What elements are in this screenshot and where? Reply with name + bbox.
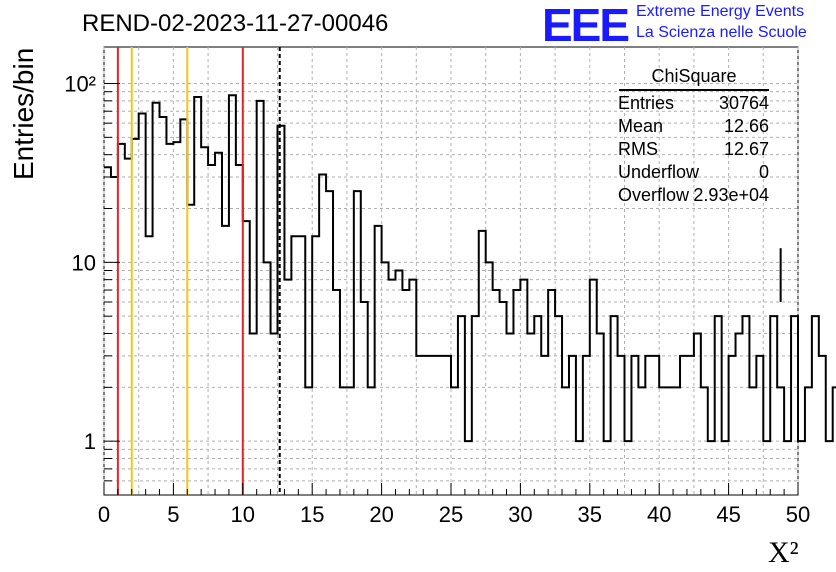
stats-title: ChiSquare [619,66,769,91]
histogram-series [104,94,836,443]
x-tick-label: 45 [716,502,740,527]
x-tick-label: 0 [98,502,110,527]
y-axis-label: Entries/bin [8,47,39,180]
y-tick-label: 1 [84,429,96,454]
x-tick-label: 35 [578,502,602,527]
stats-value: 12.67 [723,139,769,159]
stats-value: 2.93e+04 [693,185,769,205]
x-tick-label: 25 [439,502,463,527]
x-tick-label: 5 [167,502,179,527]
x-tick-label: 40 [647,502,671,527]
stats-box: ChiSquare Entries 30764 Mean 12.66 RMS 12.6… [611,66,776,208]
x-tick-label: 30 [508,502,532,527]
stats-value: 30764 [718,93,769,113]
stats-row-mean: Mean 12.66 [611,116,776,139]
stats-key: Entries [618,93,675,113]
eee-logo: EEE [542,0,630,51]
reference-lines [116,47,281,495]
chart-title: REND-02-2023-11-27-00046 [82,10,389,37]
x-tick-label: 15 [300,502,324,527]
stats-row-overflow: Overflow 2.93e+04 [611,185,776,208]
stats-key: RMS [618,139,658,159]
grid-lines [103,47,799,495]
stats-row-rms: RMS 12.67 [611,139,776,162]
x-tick-label: 20 [369,502,393,527]
stats-key: Mean [618,116,664,136]
histogram-outline [104,94,836,443]
stats-key: Overflow [618,185,690,205]
axes: 0 5 10 15 20 25 30 35 40 45 50 1 10 10² [64,72,810,527]
x-tick-label: 10 [231,502,255,527]
x-axis-label: X² [768,536,799,569]
logo-line-1: Extreme Energy Events [636,3,805,20]
y-tick-label: 10 [72,250,96,275]
stats-value: 12.66 [723,116,769,136]
x-tick-label: 50 [786,502,810,527]
stats-value: 0 [758,162,769,182]
stats-row-entries: Entries 30764 [611,93,776,116]
stats-row-underflow: Underflow 0 [611,162,776,185]
stats-key: Underflow [618,162,700,182]
y-tick-label: 10² [64,72,96,97]
logo-line-2: La Scienza nelle Scuole [636,24,807,41]
